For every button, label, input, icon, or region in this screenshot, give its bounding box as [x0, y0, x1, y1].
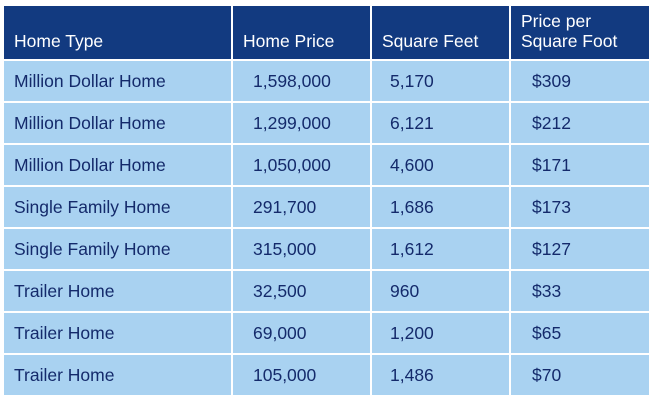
- cell-square-feet: 1,686: [372, 187, 509, 227]
- header-square-feet: Square Feet: [372, 6, 509, 59]
- cell-home-price: 105,000: [233, 355, 370, 395]
- cell-price-per-square-foot: $171: [511, 145, 649, 185]
- cell-square-feet: 1,200: [372, 313, 509, 353]
- header-home-type: Home Type: [4, 6, 231, 59]
- cell-home-price: 1,050,000: [233, 145, 370, 185]
- cell-home-price: 315,000: [233, 229, 370, 269]
- cell-price-per-square-foot: $173: [511, 187, 649, 227]
- cell-square-feet: 4,600: [372, 145, 509, 185]
- cell-home-type: Single Family Home: [4, 229, 231, 269]
- cell-square-feet: 5,170: [372, 61, 509, 101]
- cell-home-price: 291,700: [233, 187, 370, 227]
- cell-price-per-square-foot: $70: [511, 355, 649, 395]
- cell-home-type: Million Dollar Home: [4, 145, 231, 185]
- cell-price-per-square-foot: $127: [511, 229, 649, 269]
- cell-home-type: Million Dollar Home: [4, 61, 231, 101]
- cell-home-type: Million Dollar Home: [4, 103, 231, 143]
- cell-price-per-square-foot: $309: [511, 61, 649, 101]
- cell-home-price: 1,598,000: [233, 61, 370, 101]
- cell-home-type: Trailer Home: [4, 313, 231, 353]
- header-price-per-square-foot: Price per Square Foot: [511, 6, 649, 59]
- cell-home-price: 69,000: [233, 313, 370, 353]
- cell-home-price: 32,500: [233, 271, 370, 311]
- cell-home-price: 1,299,000: [233, 103, 370, 143]
- cell-home-type: Trailer Home: [4, 355, 231, 395]
- cell-home-type: Single Family Home: [4, 187, 231, 227]
- home-price-table: Home Type Home Price Square Feet Price p…: [4, 6, 649, 395]
- cell-price-per-square-foot: $65: [511, 313, 649, 353]
- cell-home-type: Trailer Home: [4, 271, 231, 311]
- cell-price-per-square-foot: $212: [511, 103, 649, 143]
- cell-square-feet: 6,121: [372, 103, 509, 143]
- cell-price-per-square-foot: $33: [511, 271, 649, 311]
- cell-square-feet: 960: [372, 271, 509, 311]
- header-home-price: Home Price: [233, 6, 370, 59]
- cell-square-feet: 1,486: [372, 355, 509, 395]
- cell-square-feet: 1,612: [372, 229, 509, 269]
